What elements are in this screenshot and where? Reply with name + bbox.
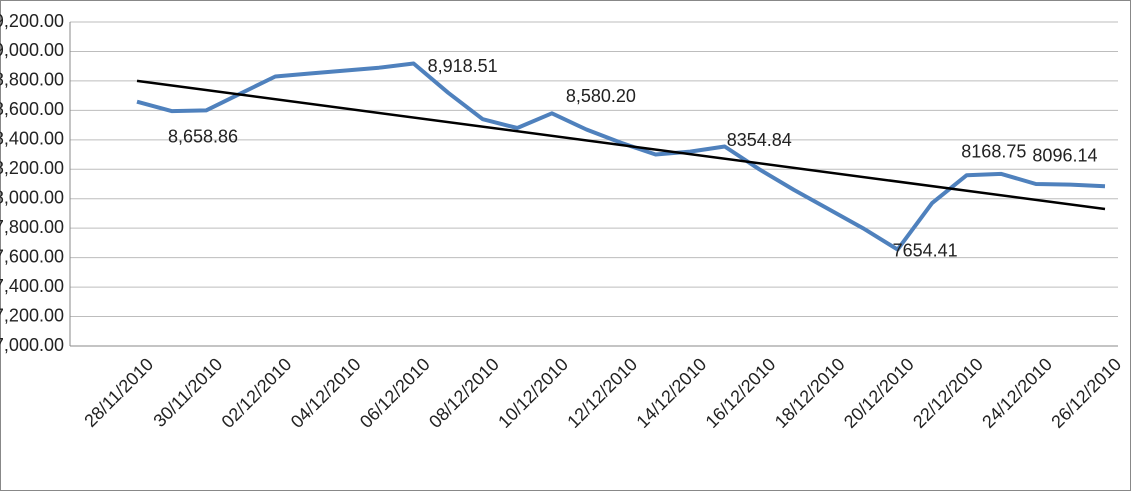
- data-label: 8,658.86: [168, 126, 238, 146]
- data-label: 8,918.51: [428, 56, 498, 76]
- y-tick-label: 9,200.00: [0, 11, 64, 31]
- data-label: 7654.41: [893, 240, 958, 260]
- y-tick-label: 7,000.00: [0, 335, 64, 355]
- trend-line: [136, 79, 1106, 211]
- data-label: 8,580.20: [566, 86, 636, 106]
- y-tick-label: 8,200.00: [0, 158, 64, 178]
- data-label: 8096.14: [1032, 145, 1097, 165]
- y-tick-label: 8,800.00: [0, 70, 64, 90]
- y-tick-label: 8,400.00: [0, 129, 64, 149]
- y-tick-label: 7,800.00: [0, 217, 64, 237]
- y-tick-label: 8,000.00: [0, 187, 64, 207]
- y-tick-label: 8,600.00: [0, 99, 64, 119]
- data-label: 8168.75: [961, 142, 1026, 162]
- data-label: 8354.84: [727, 130, 792, 150]
- y-tick-label: 7,600.00: [0, 246, 64, 266]
- data-line: [136, 61, 1106, 252]
- y-tick-label: 7,400.00: [0, 276, 64, 296]
- y-tick-label: 9,000.00: [0, 40, 64, 60]
- y-tick-label: 7,200.00: [0, 305, 64, 325]
